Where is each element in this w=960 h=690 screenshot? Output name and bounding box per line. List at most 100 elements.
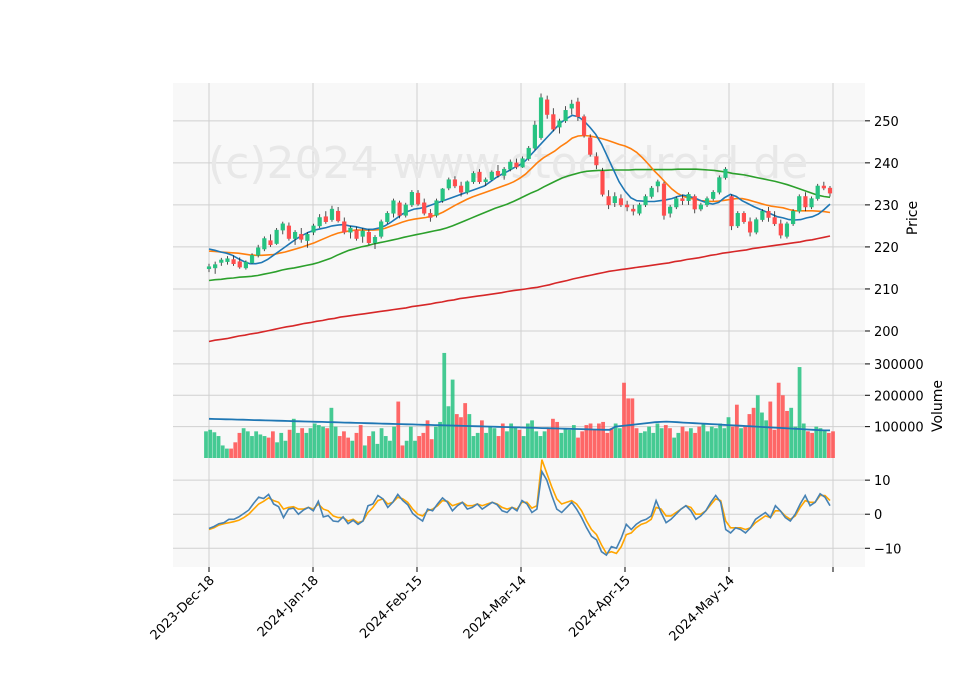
volume-bar xyxy=(634,428,639,458)
candle-body xyxy=(317,217,322,227)
volume-axis-label: Volume xyxy=(930,380,946,432)
volume-bar xyxy=(626,398,631,458)
volume-bar xyxy=(270,431,275,458)
candle-body xyxy=(588,137,593,155)
volume-bar xyxy=(392,426,396,458)
watermark: (c)2024 www.stockdroid.de xyxy=(208,138,808,189)
volume-bar xyxy=(396,401,401,458)
candle-body xyxy=(329,208,335,220)
volume-bar xyxy=(801,423,806,458)
macd-gridlines xyxy=(173,458,865,567)
candle-body xyxy=(809,198,814,208)
candle-body xyxy=(471,173,476,183)
candle-body xyxy=(415,192,421,205)
volume-bar xyxy=(496,436,501,458)
candle-body xyxy=(465,181,470,193)
candle-body xyxy=(403,204,408,216)
volume-bar xyxy=(818,428,823,458)
volume-bar xyxy=(241,428,246,458)
volume-bar xyxy=(576,437,580,458)
volume-bar xyxy=(714,428,718,458)
candle-body xyxy=(803,196,808,208)
candle-body xyxy=(581,116,587,136)
volume-bar xyxy=(367,436,371,458)
volume-bar xyxy=(567,429,572,458)
volume-bar xyxy=(208,429,213,458)
candle-body xyxy=(299,234,304,240)
volume-bar xyxy=(354,432,359,458)
macd-lines xyxy=(208,459,831,557)
volume-bar xyxy=(250,436,254,458)
volume-bar xyxy=(793,426,798,458)
candle-body xyxy=(305,234,310,241)
candle-body xyxy=(348,227,353,233)
candle-body xyxy=(618,198,624,206)
y-tick-label: 230 xyxy=(874,199,899,214)
candle-body xyxy=(563,110,568,122)
candle-body xyxy=(225,258,230,262)
volume-bar xyxy=(342,431,346,458)
candle-body xyxy=(231,259,236,264)
volume-bar xyxy=(304,432,309,458)
volume-bar xyxy=(438,421,442,458)
volume-bar xyxy=(772,429,777,458)
volume-bar xyxy=(245,431,250,458)
volume-bar xyxy=(638,432,643,458)
x-tick-label: 2024-Jan-18 xyxy=(255,573,322,640)
volume-bar xyxy=(630,398,635,458)
x-axis: 2023-Dec-18 2024-Jan-18 2024-Feb-15 2024-Ma… xyxy=(148,567,834,644)
volume-bar xyxy=(542,431,547,458)
candlesticks xyxy=(206,93,833,274)
volume-bar xyxy=(463,403,468,458)
macd-y-axis-ticks: −10 0 10 xyxy=(865,474,901,557)
candle-body xyxy=(213,264,218,269)
volume-bar xyxy=(417,436,422,458)
candle-body xyxy=(428,213,433,218)
candle-body xyxy=(274,229,279,244)
volume-bar xyxy=(421,432,426,458)
candle-body xyxy=(379,221,384,237)
candle-body xyxy=(440,188,445,201)
x-tick-label: 2023-Dec-18 xyxy=(148,573,218,643)
volume-bar xyxy=(434,426,438,458)
candle-body xyxy=(256,247,261,256)
volume-bar xyxy=(718,423,723,458)
candle-body xyxy=(575,101,581,117)
candle-body xyxy=(458,185,464,193)
y-tick-label: 0 xyxy=(874,508,882,523)
volume-bar xyxy=(371,431,376,458)
volume-bar xyxy=(810,432,814,458)
volume-bar xyxy=(668,428,672,458)
volume-bar xyxy=(655,423,660,458)
candle-body xyxy=(452,179,458,187)
candle-body xyxy=(760,210,765,220)
x-tick-label: 2024-Apr-15 xyxy=(566,573,633,640)
volume-panel: 100000 200000 300000 Volume xyxy=(173,352,946,458)
candle-body xyxy=(668,206,673,214)
volume-bar xyxy=(333,426,338,458)
volume-bar xyxy=(204,431,208,458)
y-tick-label: 240 xyxy=(874,157,899,172)
volume-bar xyxy=(475,432,480,458)
volume-bar xyxy=(425,420,430,458)
candle-body xyxy=(778,223,783,236)
volume-bar xyxy=(454,414,459,458)
macd-panel-background xyxy=(173,458,865,567)
volume-bar xyxy=(413,440,417,458)
candle-body xyxy=(538,97,544,138)
candle-body xyxy=(502,168,507,176)
volume-bar xyxy=(479,420,484,458)
volume-bar xyxy=(697,426,702,458)
candle-body xyxy=(594,156,599,166)
volume-bar xyxy=(337,436,342,458)
volume-bar xyxy=(622,382,626,458)
volume-bar xyxy=(764,420,769,458)
candle-body xyxy=(354,229,359,239)
volume-bar xyxy=(734,404,739,458)
volume-bar xyxy=(316,425,321,458)
volume-bar xyxy=(768,401,773,458)
candle-body xyxy=(323,216,328,222)
volume-bar xyxy=(780,395,785,458)
volume-bar xyxy=(584,425,589,458)
candle-body xyxy=(631,208,636,212)
